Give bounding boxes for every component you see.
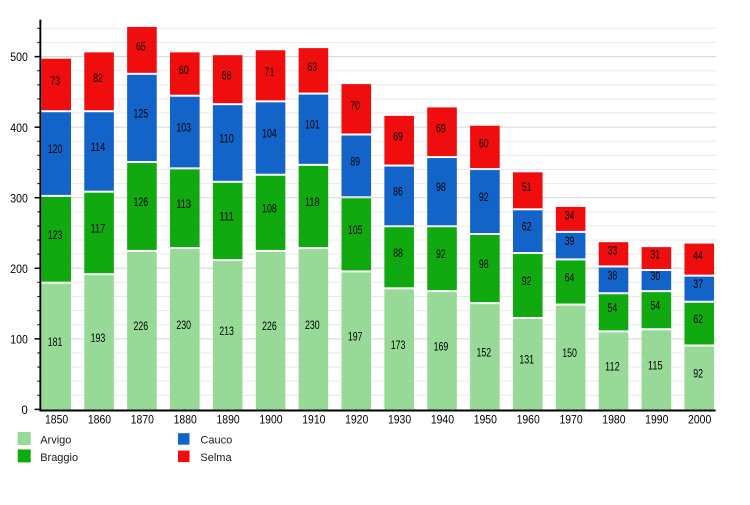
svg-text:230: 230 xyxy=(176,320,191,332)
svg-text:69: 69 xyxy=(393,132,403,144)
svg-text:60: 60 xyxy=(479,138,489,150)
svg-text:54: 54 xyxy=(608,303,618,315)
svg-text:125: 125 xyxy=(133,108,148,120)
svg-text:152: 152 xyxy=(476,347,491,359)
svg-text:1920: 1920 xyxy=(345,415,368,427)
svg-text:Arvigo: Arvigo xyxy=(40,434,71,446)
svg-text:31: 31 xyxy=(650,250,660,262)
svg-text:92: 92 xyxy=(479,192,489,204)
svg-text:230: 230 xyxy=(305,320,320,332)
svg-text:1890: 1890 xyxy=(216,415,239,427)
svg-text:82: 82 xyxy=(93,73,103,85)
svg-text:117: 117 xyxy=(91,223,106,235)
svg-text:113: 113 xyxy=(176,199,191,211)
svg-text:1980: 1980 xyxy=(602,415,625,427)
svg-text:1910: 1910 xyxy=(302,415,325,427)
svg-text:73: 73 xyxy=(50,76,60,88)
svg-text:39: 39 xyxy=(565,236,575,248)
svg-text:60: 60 xyxy=(179,65,189,77)
svg-text:173: 173 xyxy=(391,340,406,352)
svg-text:92: 92 xyxy=(693,368,703,380)
svg-text:34: 34 xyxy=(565,210,575,222)
svg-text:37: 37 xyxy=(693,279,703,291)
svg-text:68: 68 xyxy=(222,71,232,83)
svg-text:54: 54 xyxy=(650,301,660,313)
svg-text:1960: 1960 xyxy=(517,415,540,427)
svg-text:0: 0 xyxy=(21,405,27,417)
svg-text:1970: 1970 xyxy=(559,415,582,427)
svg-text:92: 92 xyxy=(436,249,446,261)
svg-text:69: 69 xyxy=(436,123,446,135)
svg-text:197: 197 xyxy=(348,331,363,343)
svg-text:103: 103 xyxy=(176,123,191,135)
svg-text:181: 181 xyxy=(48,337,63,349)
svg-text:62: 62 xyxy=(693,314,703,326)
svg-text:300: 300 xyxy=(10,193,28,205)
svg-text:150: 150 xyxy=(562,348,577,360)
svg-text:38: 38 xyxy=(608,270,618,282)
svg-text:98: 98 xyxy=(479,259,489,271)
svg-text:33: 33 xyxy=(608,245,618,257)
svg-text:Braggio: Braggio xyxy=(40,452,78,464)
svg-text:500: 500 xyxy=(10,52,28,64)
svg-text:Selma: Selma xyxy=(200,452,232,464)
svg-text:64: 64 xyxy=(565,272,575,284)
svg-text:112: 112 xyxy=(605,361,620,373)
svg-text:213: 213 xyxy=(219,326,234,338)
svg-text:123: 123 xyxy=(48,230,63,242)
svg-text:131: 131 xyxy=(519,355,534,367)
svg-text:30: 30 xyxy=(650,271,660,283)
svg-text:1860: 1860 xyxy=(88,415,111,427)
svg-text:108: 108 xyxy=(262,203,277,215)
svg-text:62: 62 xyxy=(522,222,532,234)
svg-text:105: 105 xyxy=(348,225,363,237)
svg-text:118: 118 xyxy=(305,197,320,209)
svg-text:400: 400 xyxy=(10,123,28,135)
svg-text:89: 89 xyxy=(350,156,360,168)
svg-text:86: 86 xyxy=(393,186,403,198)
svg-text:101: 101 xyxy=(305,120,320,132)
svg-text:98: 98 xyxy=(436,182,446,194)
svg-text:71: 71 xyxy=(265,67,275,79)
svg-text:51: 51 xyxy=(522,182,532,194)
svg-text:Cauco: Cauco xyxy=(200,434,232,446)
svg-text:88: 88 xyxy=(393,248,403,260)
svg-text:1940: 1940 xyxy=(431,415,454,427)
svg-text:114: 114 xyxy=(91,142,106,154)
svg-text:169: 169 xyxy=(434,341,449,353)
svg-text:44: 44 xyxy=(693,251,703,263)
svg-text:115: 115 xyxy=(648,360,663,372)
svg-text:1900: 1900 xyxy=(259,415,282,427)
svg-text:1990: 1990 xyxy=(645,415,668,427)
svg-text:193: 193 xyxy=(91,333,106,345)
svg-text:226: 226 xyxy=(262,321,277,333)
svg-text:1870: 1870 xyxy=(131,415,154,427)
svg-text:126: 126 xyxy=(133,197,148,209)
svg-text:70: 70 xyxy=(350,100,360,112)
svg-text:100: 100 xyxy=(10,334,28,346)
svg-text:1850: 1850 xyxy=(45,415,68,427)
svg-text:200: 200 xyxy=(10,264,28,276)
svg-text:110: 110 xyxy=(219,133,234,145)
svg-text:1950: 1950 xyxy=(474,415,497,427)
svg-text:104: 104 xyxy=(262,129,277,141)
svg-text:226: 226 xyxy=(133,321,148,333)
svg-text:65: 65 xyxy=(136,41,146,53)
svg-text:120: 120 xyxy=(48,144,63,156)
svg-text:111: 111 xyxy=(219,211,234,223)
svg-text:1930: 1930 xyxy=(388,415,411,427)
svg-text:2000: 2000 xyxy=(688,415,711,427)
svg-text:1880: 1880 xyxy=(174,415,197,427)
svg-text:92: 92 xyxy=(522,276,532,288)
svg-text:63: 63 xyxy=(307,62,317,74)
